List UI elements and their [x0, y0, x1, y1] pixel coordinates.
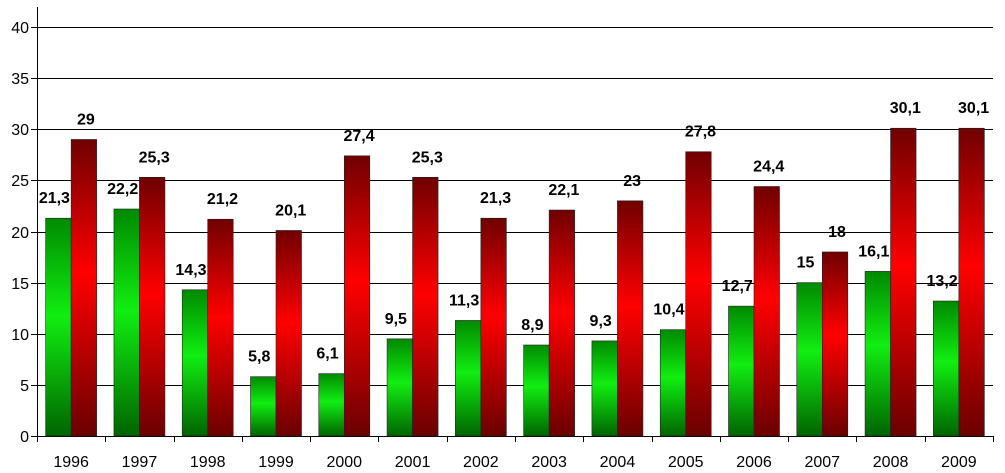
data-label-red-2007: 18 — [828, 224, 846, 241]
bars — [45, 127, 985, 437]
data-label-green-2004: 9,3 — [590, 313, 612, 330]
axes: 0 5 10 15 20 25 30 35 40 1996 1997 1998 1999 2000 2001… — [11, 7, 994, 471]
bar-red-2008 — [890, 127, 917, 437]
data-label-red-1997: 25,3 — [139, 149, 170, 166]
bar-green-2004 — [591, 340, 618, 437]
data-label-green-2001: 9,5 — [385, 311, 407, 328]
bar-green-2003 — [523, 344, 550, 437]
bar-green-2005 — [659, 329, 687, 437]
x-tick-label: 2003 — [531, 454, 567, 471]
data-label-red-1998: 21,2 — [207, 191, 238, 208]
data-label-red-2006: 24,4 — [753, 159, 784, 176]
data-label-red-2004: 23 — [623, 173, 641, 190]
bar-green-2001 — [386, 338, 413, 437]
bar-green-1999 — [250, 376, 277, 437]
bar-green-1996 — [45, 217, 72, 437]
data-label-green-2007: 15 — [797, 255, 815, 272]
data-label-green-2000: 6,1 — [316, 346, 338, 363]
y-tick-label: 25 — [11, 173, 29, 190]
bar-red-1999 — [275, 230, 302, 437]
x-tick-label: 1998 — [190, 454, 226, 471]
bar-red-2001 — [412, 177, 439, 437]
x-tick-label: 2006 — [736, 454, 772, 471]
y-tick-label: 30 — [11, 122, 29, 139]
data-label-green-1997: 22,2 — [107, 181, 138, 198]
bar-green-2007 — [796, 282, 823, 437]
bar-green-2009 — [933, 300, 960, 437]
x-tick-label: 2000 — [326, 454, 362, 471]
data-labels: 21,3 22,2 14,3 5,8 6,1 9,5 11,3 8,9 9,3 10,4 12,7 1… — [39, 100, 989, 365]
gridlines — [37, 27, 993, 386]
data-label-green-2002: 11,3 — [449, 292, 479, 309]
data-label-red-2003: 22,1 — [548, 182, 579, 199]
data-label-green-1999: 5,8 — [248, 349, 270, 366]
y-tick-label: 20 — [11, 225, 29, 242]
data-label-green-1998: 14,3 — [175, 262, 206, 279]
x-tick-label: 2007 — [804, 454, 840, 471]
x-tick-label: 2001 — [395, 454, 431, 471]
x-tick-label: 1999 — [258, 454, 294, 471]
y-tick-label: 35 — [11, 71, 29, 88]
bar-red-1996 — [70, 139, 97, 437]
data-label-green-2003: 8,9 — [521, 317, 543, 334]
x-tick-label: 2002 — [463, 454, 499, 471]
data-label-red-2000: 27,4 — [343, 128, 374, 145]
data-label-green-2009: 13,2 — [927, 273, 958, 290]
x-tick-label: 2008 — [873, 454, 909, 471]
data-label-green-2005: 10,4 — [653, 302, 684, 319]
data-label-red-1996: 29 — [77, 111, 95, 128]
y-tick-label: 15 — [11, 276, 29, 293]
data-label-red-2009: 30,1 — [958, 100, 989, 117]
x-tick-label: 2004 — [600, 454, 636, 471]
bar-green-2002 — [455, 320, 482, 437]
bar-red-2004 — [617, 200, 644, 437]
data-label-red-1999: 20,1 — [275, 202, 306, 219]
bar-green-1998 — [181, 289, 209, 437]
bar-red-2006 — [753, 186, 780, 437]
bar-red-2000 — [343, 155, 371, 437]
bar-green-2000 — [318, 373, 345, 437]
bar-red-2002 — [480, 217, 507, 437]
bar-green-2006 — [728, 305, 755, 437]
bar-red-2007 — [821, 251, 849, 437]
y-tick-label: 5 — [20, 378, 29, 395]
bar-green-2008 — [864, 271, 891, 437]
bar-red-1997 — [139, 177, 166, 437]
bar-green-1997 — [113, 208, 140, 437]
bar-red-2009 — [958, 127, 985, 437]
data-label-red-2001: 25,3 — [412, 149, 443, 166]
data-label-red-2008: 30,1 — [890, 100, 921, 117]
y-tick-label: 0 — [20, 429, 29, 446]
x-tick-label: 2009 — [941, 454, 977, 471]
data-label-green-1996: 21,3 — [39, 190, 70, 207]
bar-red-2003 — [548, 209, 575, 437]
data-label-green-2006: 12,7 — [722, 278, 753, 295]
bar-red-2005 — [685, 151, 712, 437]
x-tick-label: 1996 — [53, 454, 89, 471]
x-tick-label: 2005 — [668, 454, 704, 471]
x-tick-label: 1997 — [122, 454, 158, 471]
y-tick-label: 10 — [11, 327, 29, 344]
bar-red-1998 — [207, 218, 234, 437]
data-label-green-2008: 16,1 — [858, 243, 889, 260]
data-label-red-2002: 21,3 — [480, 190, 511, 207]
data-label-red-2005: 27,8 — [685, 124, 716, 141]
y-tick-label: 40 — [11, 20, 29, 37]
